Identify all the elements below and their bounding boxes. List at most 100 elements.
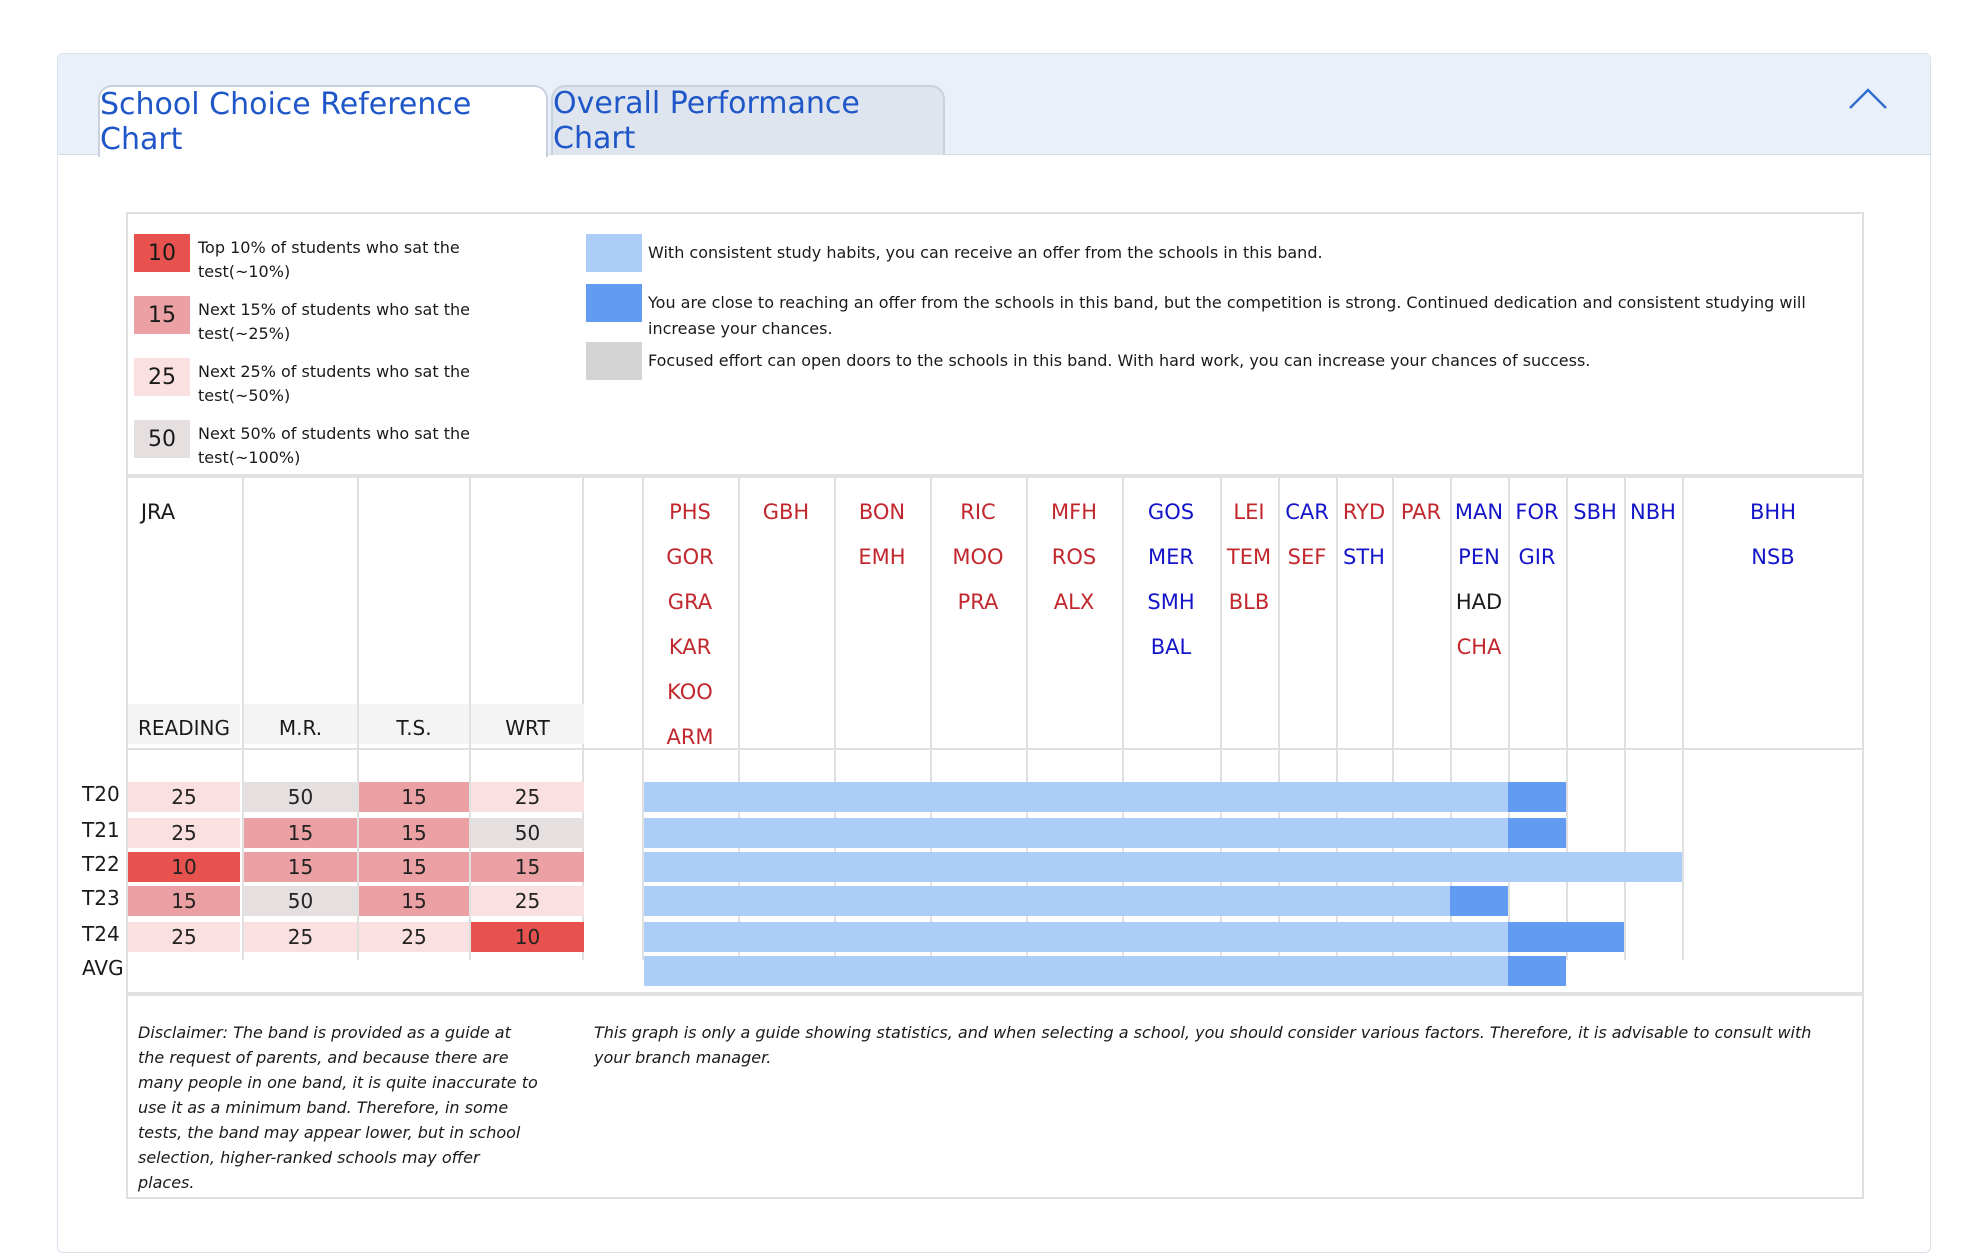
- band-consistent: [644, 956, 1508, 986]
- band-consistent: [644, 886, 1450, 916]
- band-consistent: [644, 852, 1682, 882]
- row-label: T21: [82, 818, 120, 842]
- school-code-gir: GIR: [1518, 545, 1556, 569]
- school-code-car: CAR: [1285, 500, 1329, 524]
- school-code-alx: ALX: [1053, 590, 1095, 614]
- school-code-pen: PEN: [1458, 545, 1500, 569]
- score-cell: 10: [128, 852, 240, 882]
- tab-overall-performance[interactable]: Overall Performance Chart: [551, 85, 945, 156]
- legend-swatch: 15: [134, 296, 190, 334]
- legend-band-band_consistent: With consistent study habits, you can re…: [586, 234, 1836, 284]
- score-cell: 25: [244, 922, 357, 952]
- score-cell: 50: [244, 886, 357, 916]
- legend-percentile-25: 25 Next 25% of students who sat the test(…: [134, 358, 574, 420]
- test-header-mr: M.R.: [244, 704, 357, 744]
- school-code-sth: STH: [1343, 545, 1385, 569]
- score-cell: 50: [471, 818, 584, 848]
- band-close: [1508, 782, 1566, 812]
- school-code-mfh: MFH: [1051, 500, 1097, 524]
- score-cell: [359, 956, 469, 986]
- legend-text: Top 10% of students who sat the test(~10…: [198, 238, 460, 281]
- school-code-sbh: SBH: [1573, 500, 1617, 524]
- legend-swatch: [586, 284, 642, 322]
- reference-chart: 10 Top 10% of students who sat the test(~…: [126, 212, 1864, 1199]
- school-code-mer: MER: [1148, 545, 1194, 569]
- school-code-arm: ARM: [666, 725, 714, 749]
- school-code-emh: EMH: [858, 545, 906, 569]
- legend-swatch: 25: [134, 358, 190, 396]
- grid-line: [834, 478, 836, 960]
- grid-line: [1682, 478, 1684, 960]
- school-code-blb: BLB: [1228, 590, 1270, 614]
- disclaimer-right: This graph is only a guide showing stati…: [594, 1023, 1812, 1067]
- tab-school-choice[interactable]: School Choice Reference Chart: [98, 85, 548, 157]
- legend-text: Next 25% of students who sat the test(~5…: [198, 362, 470, 405]
- school-code-phs: PHS: [669, 500, 711, 524]
- grid-line: [128, 748, 1862, 750]
- band-consistent: [644, 818, 1508, 848]
- school-code-moo: MOO: [952, 545, 1004, 569]
- row-label: T22: [82, 852, 120, 876]
- legend-swatch: 10: [134, 234, 190, 272]
- score-cell: 15: [359, 852, 469, 882]
- score-cell: 25: [128, 922, 240, 952]
- school-code-par: PAR: [1400, 500, 1442, 524]
- score-cell: 15: [359, 782, 469, 812]
- legend-text: Next 50% of students who sat the test(~1…: [198, 424, 470, 467]
- school-code-tem: TEM: [1226, 545, 1272, 569]
- school-code-pra: PRA: [957, 590, 999, 614]
- score-cell: [471, 956, 584, 986]
- school-code-smh: SMH: [1147, 590, 1195, 614]
- school-code-kar: KAR: [668, 635, 712, 659]
- score-cell: 25: [471, 782, 584, 812]
- grid-line: [242, 478, 244, 960]
- legend-swatch: 50: [134, 420, 190, 458]
- school-code-had: HAD: [1455, 590, 1503, 614]
- school-code-bal: BAL: [1150, 635, 1192, 659]
- grid-line: [1450, 478, 1452, 960]
- legend-band-band_focused: Focused effort can open doors to the sch…: [586, 342, 1836, 392]
- school-code-gra: GRA: [667, 590, 713, 614]
- school-code-ros: ROS: [1051, 545, 1097, 569]
- test-header-reading: READING: [128, 704, 240, 744]
- legend-text: Next 15% of students who sat the test(~2…: [198, 300, 470, 343]
- row-label: T24: [82, 922, 120, 946]
- legend-percentile-15: 15 Next 15% of students who sat the test(…: [134, 296, 574, 358]
- school-code-bon: BON: [858, 500, 906, 524]
- band-close: [1508, 956, 1566, 986]
- band-close: [1450, 886, 1508, 916]
- school-code-sef: SEF: [1287, 545, 1327, 569]
- grid-line: [1566, 478, 1568, 960]
- grid-line: [1336, 478, 1338, 960]
- grid-line: [1508, 478, 1510, 960]
- divider: [128, 992, 1862, 996]
- school-code-bhh: BHH: [1750, 500, 1796, 524]
- row-label: T23: [82, 886, 120, 910]
- school-code-jra: JRA: [140, 500, 176, 524]
- row-label: AVG: [82, 956, 124, 980]
- grid-line: [469, 478, 471, 960]
- score-cell: [128, 956, 240, 986]
- legend-swatch: [586, 342, 642, 380]
- school-code-gbh: GBH: [762, 500, 810, 524]
- grid-line: [642, 478, 644, 960]
- score-cell: 15: [359, 886, 469, 916]
- score-cell: 10: [471, 922, 584, 952]
- grid-line: [1220, 478, 1222, 960]
- grid-line: [1278, 478, 1280, 960]
- school-code-gos: GOS: [1147, 500, 1195, 524]
- school-code-ric: RIC: [960, 500, 996, 524]
- chevron-up-icon[interactable]: [1846, 84, 1890, 114]
- test-header-ts: T.S.: [359, 704, 469, 744]
- score-cell: 15: [244, 852, 357, 882]
- grid-line: [930, 478, 932, 960]
- school-code-for: FOR: [1515, 500, 1559, 524]
- band-consistent: [644, 922, 1508, 952]
- score-cell: 25: [359, 922, 469, 952]
- school-code-lei: LEI: [1233, 500, 1265, 524]
- test-header-wrt: WRT: [471, 704, 584, 744]
- grid-line: [1026, 478, 1028, 960]
- legend-percentile-50: 50 Next 50% of students who sat the test(…: [134, 420, 574, 482]
- grid-line: [738, 478, 740, 960]
- percentile-legend: 10 Top 10% of students who sat the test(~…: [134, 234, 574, 482]
